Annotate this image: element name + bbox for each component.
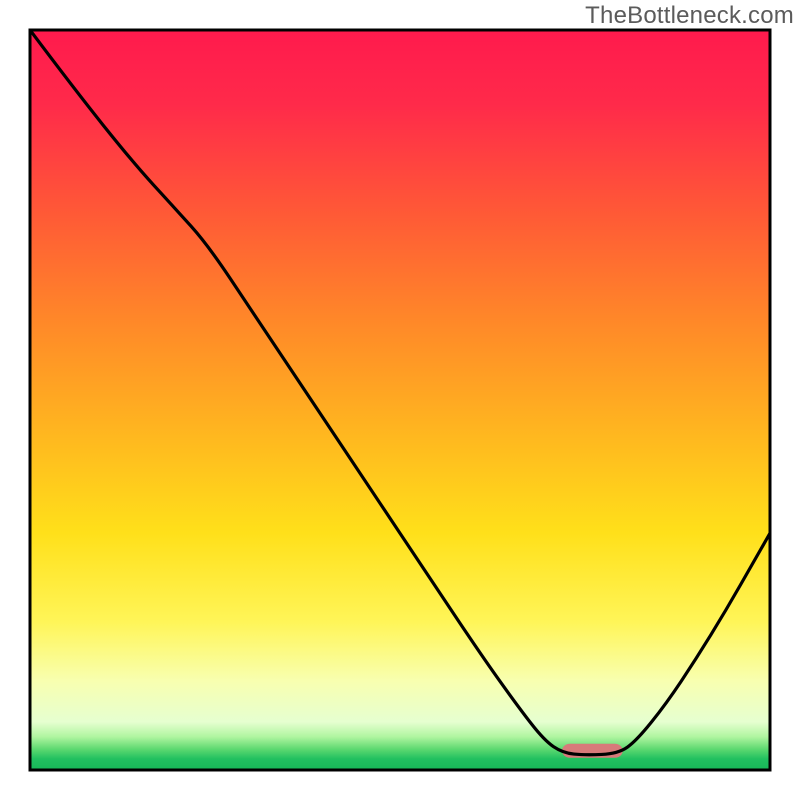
gradient-background <box>30 30 770 770</box>
chart-svg <box>0 0 800 800</box>
chart-canvas: TheBottleneck.com <box>0 0 800 800</box>
watermark-text: TheBottleneck.com <box>585 2 794 30</box>
